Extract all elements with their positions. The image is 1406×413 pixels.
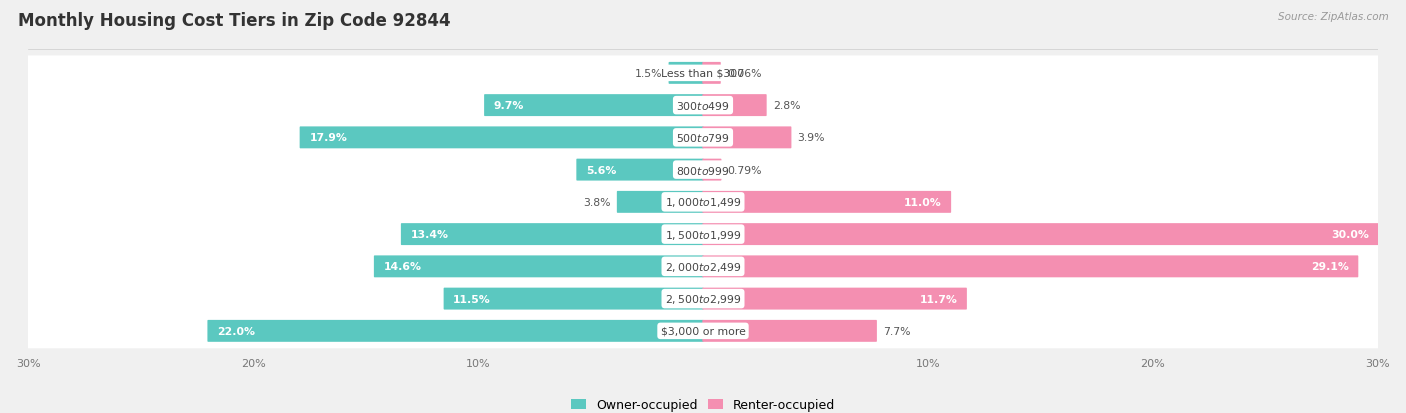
Text: $2,500 to $2,999: $2,500 to $2,999 [665, 292, 741, 305]
Text: $300 to $499: $300 to $499 [676, 100, 730, 112]
FancyBboxPatch shape [15, 249, 1391, 284]
Text: 3.9%: 3.9% [797, 133, 825, 143]
Text: 9.7%: 9.7% [494, 101, 524, 111]
Text: 2.8%: 2.8% [773, 101, 800, 111]
Text: 29.1%: 29.1% [1310, 262, 1348, 272]
FancyBboxPatch shape [15, 153, 1391, 188]
Text: 17.9%: 17.9% [309, 133, 347, 143]
FancyBboxPatch shape [401, 223, 703, 245]
FancyBboxPatch shape [15, 282, 1391, 316]
FancyBboxPatch shape [15, 217, 1391, 252]
Text: $800 to $999: $800 to $999 [676, 164, 730, 176]
FancyBboxPatch shape [15, 314, 1391, 349]
FancyBboxPatch shape [15, 56, 1391, 91]
Text: 1.5%: 1.5% [636, 69, 662, 78]
Text: 22.0%: 22.0% [217, 326, 254, 336]
FancyBboxPatch shape [703, 223, 1378, 245]
FancyBboxPatch shape [15, 121, 1391, 155]
FancyBboxPatch shape [703, 127, 792, 149]
FancyBboxPatch shape [576, 159, 703, 181]
Text: Less than $300: Less than $300 [661, 69, 745, 78]
Text: 5.6%: 5.6% [586, 165, 616, 175]
FancyBboxPatch shape [374, 256, 703, 278]
FancyBboxPatch shape [703, 256, 1358, 278]
Text: $1,500 to $1,999: $1,500 to $1,999 [665, 228, 741, 241]
FancyBboxPatch shape [444, 288, 703, 310]
Text: 7.7%: 7.7% [883, 326, 911, 336]
Text: $500 to $799: $500 to $799 [676, 132, 730, 144]
Text: Source: ZipAtlas.com: Source: ZipAtlas.com [1278, 12, 1389, 22]
Text: 11.7%: 11.7% [920, 294, 957, 304]
Legend: Owner-occupied, Renter-occupied: Owner-occupied, Renter-occupied [567, 393, 839, 413]
FancyBboxPatch shape [617, 192, 703, 213]
Text: 11.5%: 11.5% [453, 294, 491, 304]
FancyBboxPatch shape [15, 185, 1391, 220]
Text: $1,000 to $1,499: $1,000 to $1,499 [665, 196, 741, 209]
Text: 0.76%: 0.76% [727, 69, 761, 78]
FancyBboxPatch shape [299, 127, 703, 149]
FancyBboxPatch shape [703, 320, 877, 342]
FancyBboxPatch shape [703, 159, 721, 181]
Text: 13.4%: 13.4% [411, 230, 449, 240]
Text: 30.0%: 30.0% [1331, 230, 1369, 240]
Text: 11.0%: 11.0% [904, 197, 942, 207]
FancyBboxPatch shape [703, 288, 967, 310]
Text: Monthly Housing Cost Tiers in Zip Code 92844: Monthly Housing Cost Tiers in Zip Code 9… [18, 12, 451, 30]
Text: $3,000 or more: $3,000 or more [661, 326, 745, 336]
FancyBboxPatch shape [703, 95, 766, 117]
FancyBboxPatch shape [15, 88, 1391, 123]
Text: 3.8%: 3.8% [583, 197, 610, 207]
FancyBboxPatch shape [484, 95, 703, 117]
Text: 14.6%: 14.6% [384, 262, 422, 272]
FancyBboxPatch shape [669, 63, 703, 85]
FancyBboxPatch shape [208, 320, 703, 342]
FancyBboxPatch shape [703, 63, 721, 85]
Text: $2,000 to $2,499: $2,000 to $2,499 [665, 260, 741, 273]
Text: 0.79%: 0.79% [727, 165, 762, 175]
FancyBboxPatch shape [703, 192, 950, 213]
